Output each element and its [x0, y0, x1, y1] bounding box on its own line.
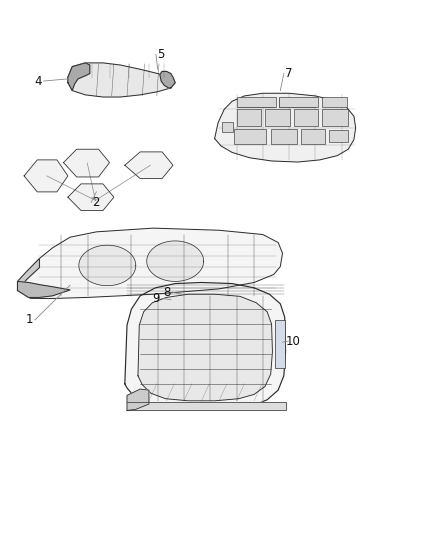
Polygon shape	[68, 63, 175, 97]
Polygon shape	[68, 63, 90, 91]
Polygon shape	[125, 152, 173, 179]
Text: 9: 9	[152, 292, 160, 305]
Bar	[301, 129, 325, 144]
Bar	[322, 97, 347, 107]
Bar	[275, 320, 285, 368]
Bar	[222, 122, 233, 132]
Bar	[237, 109, 261, 126]
Text: 1: 1	[26, 313, 34, 326]
Text: 4: 4	[35, 75, 42, 87]
Bar	[237, 97, 276, 107]
Text: 10: 10	[286, 335, 301, 348]
Polygon shape	[68, 184, 114, 211]
Polygon shape	[127, 402, 286, 410]
Bar	[294, 109, 318, 126]
Polygon shape	[127, 389, 149, 410]
Text: 7: 7	[285, 67, 293, 80]
Bar	[265, 109, 290, 126]
Bar	[271, 129, 297, 144]
Polygon shape	[64, 149, 110, 177]
Bar	[329, 130, 348, 142]
Bar	[279, 97, 318, 107]
Polygon shape	[125, 282, 286, 410]
Bar	[322, 109, 348, 126]
Text: 5: 5	[158, 48, 165, 61]
Bar	[238, 98, 274, 107]
Bar	[234, 129, 266, 144]
Polygon shape	[79, 245, 136, 286]
Polygon shape	[18, 259, 39, 290]
Polygon shape	[138, 294, 272, 401]
Text: 8: 8	[163, 286, 170, 298]
Polygon shape	[18, 281, 70, 297]
Polygon shape	[160, 71, 175, 88]
Polygon shape	[18, 228, 283, 298]
Bar	[279, 98, 315, 107]
Polygon shape	[24, 160, 68, 192]
Polygon shape	[215, 93, 356, 162]
Polygon shape	[147, 241, 204, 281]
Text: 2: 2	[92, 196, 100, 209]
